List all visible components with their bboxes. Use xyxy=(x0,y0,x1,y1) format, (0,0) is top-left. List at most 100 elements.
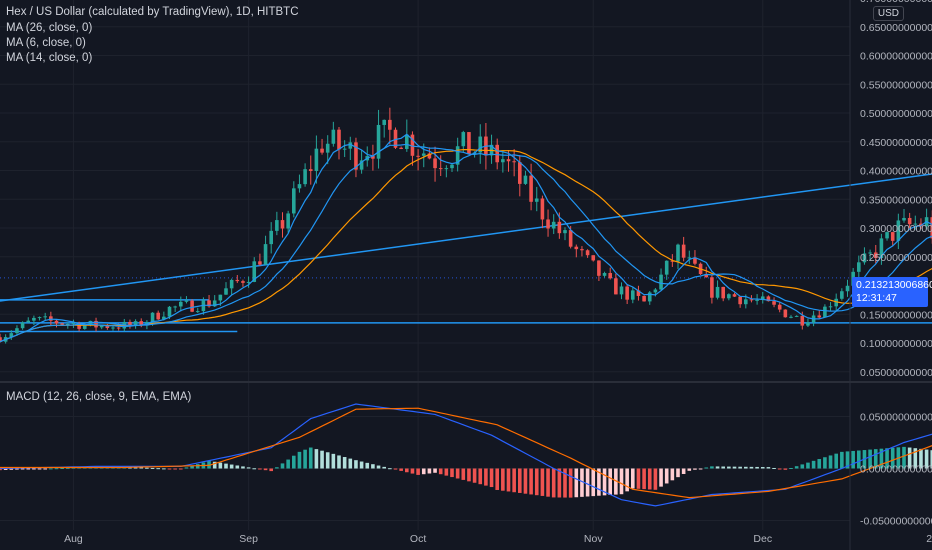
candle-body xyxy=(461,132,466,147)
macd-histogram-bar xyxy=(907,447,912,469)
macd-histogram-bar xyxy=(455,468,460,479)
macd-histogram-bar xyxy=(15,468,19,470)
candle-body xyxy=(885,232,889,239)
candle-body xyxy=(755,299,759,301)
macd-histogram-bar xyxy=(540,468,545,496)
candle-body xyxy=(269,230,273,245)
macd-histogram-bar xyxy=(229,464,234,469)
macd-histogram-bar xyxy=(212,461,217,469)
macd-histogram-bar xyxy=(715,466,720,469)
candle-body xyxy=(15,328,19,334)
macd-histogram-bar xyxy=(467,468,471,482)
y-tick-label: 0.550000000000 xyxy=(860,79,932,91)
candle-body xyxy=(772,301,776,305)
candle-body xyxy=(523,175,528,184)
macd-histogram-bar xyxy=(388,468,392,470)
candle-body xyxy=(501,159,505,163)
macd-histogram-bar xyxy=(698,468,703,470)
macd-histogram-bar xyxy=(693,468,697,470)
candle-body xyxy=(890,232,895,241)
macd-histogram-bar xyxy=(664,468,669,484)
macd-histogram-bar xyxy=(207,460,211,469)
candle-body xyxy=(896,220,901,241)
candle-body xyxy=(534,198,539,202)
macd-histogram-bar xyxy=(427,468,432,474)
y-tick-label: 0.500000000000 xyxy=(860,108,932,120)
macd-histogram-bar xyxy=(20,468,25,470)
candle-body xyxy=(212,300,217,307)
currency-button[interactable]: USD xyxy=(872,6,904,21)
macd-histogram-bar xyxy=(342,457,347,469)
candle-body xyxy=(687,257,692,259)
candle-body xyxy=(546,219,550,229)
macd-histogram-bar xyxy=(834,453,838,469)
macd-histogram-bar xyxy=(308,447,313,469)
y-tick-label: 0.250000000000 xyxy=(860,252,932,264)
candle-body xyxy=(156,312,160,320)
macd-histogram-bar xyxy=(371,464,375,469)
macd-pane xyxy=(0,403,932,507)
macd-histogram-bar xyxy=(636,468,641,489)
macd-histogram-bar xyxy=(642,468,646,490)
candle-body xyxy=(0,337,2,342)
ma-14-line xyxy=(0,143,932,343)
macd-histogram-bar xyxy=(184,467,189,469)
candle-body xyxy=(438,168,443,170)
y-tick-label: 0.350000000000 xyxy=(860,194,932,206)
candle-body xyxy=(116,327,121,329)
candle-body xyxy=(354,142,358,170)
macd-histogram-bar xyxy=(438,468,443,475)
candle-body xyxy=(794,315,799,317)
y-tick-label: 0.400000000000 xyxy=(860,166,932,178)
macd-histogram-bar xyxy=(755,466,759,469)
candle-body xyxy=(681,244,686,258)
candle-body xyxy=(506,159,511,162)
macd-histogram-bar xyxy=(766,467,771,469)
macd-histogram-bar xyxy=(523,468,528,494)
candle-body xyxy=(9,333,14,338)
macd-histogram-bar xyxy=(919,448,923,469)
candle-body xyxy=(670,260,675,262)
candle-body xyxy=(591,255,596,261)
candle-body xyxy=(444,168,449,170)
macd-histogram-bar xyxy=(902,446,906,469)
y-tick-label: 0.150000000000 xyxy=(860,309,932,321)
candle-body xyxy=(636,290,641,296)
candle-body xyxy=(167,306,172,317)
macd-histogram-bar xyxy=(879,448,884,469)
candle-body xyxy=(789,316,793,318)
macd-histogram-bar xyxy=(190,465,194,469)
candle-body xyxy=(195,311,200,313)
candle-body xyxy=(207,300,211,307)
candle-body xyxy=(585,250,590,256)
macd-histogram-bar xyxy=(354,460,358,469)
macd-histogram-bar xyxy=(851,450,855,469)
candle-body xyxy=(693,257,697,264)
candle-body xyxy=(845,285,850,292)
macd-histogram-bar xyxy=(580,468,584,497)
candle-body xyxy=(37,317,42,319)
candle-body xyxy=(766,296,771,302)
candle-body xyxy=(184,300,189,302)
macd-histogram-bar xyxy=(269,468,273,472)
candle-body xyxy=(580,249,584,251)
macd-histogram-bar xyxy=(179,468,183,470)
macd-histogram-bar xyxy=(235,465,240,469)
candle-body xyxy=(54,320,59,324)
candle-body xyxy=(49,316,53,321)
candle-body xyxy=(518,162,522,184)
macd-histogram-bar xyxy=(687,468,692,471)
macd-histogram-bar xyxy=(597,468,601,496)
macd-histogram-bar xyxy=(337,455,341,469)
x-tick-label: Nov xyxy=(584,533,603,545)
candle-body xyxy=(71,323,76,325)
macd-histogram-bar xyxy=(433,468,437,473)
candle-body xyxy=(727,294,731,299)
macd-histogram-bar xyxy=(393,468,398,470)
ma-legend-1: MA (26, close, 0) xyxy=(6,22,93,34)
macd-histogram-bar xyxy=(297,451,302,469)
candle-body xyxy=(421,153,426,156)
candle-body xyxy=(551,221,556,229)
